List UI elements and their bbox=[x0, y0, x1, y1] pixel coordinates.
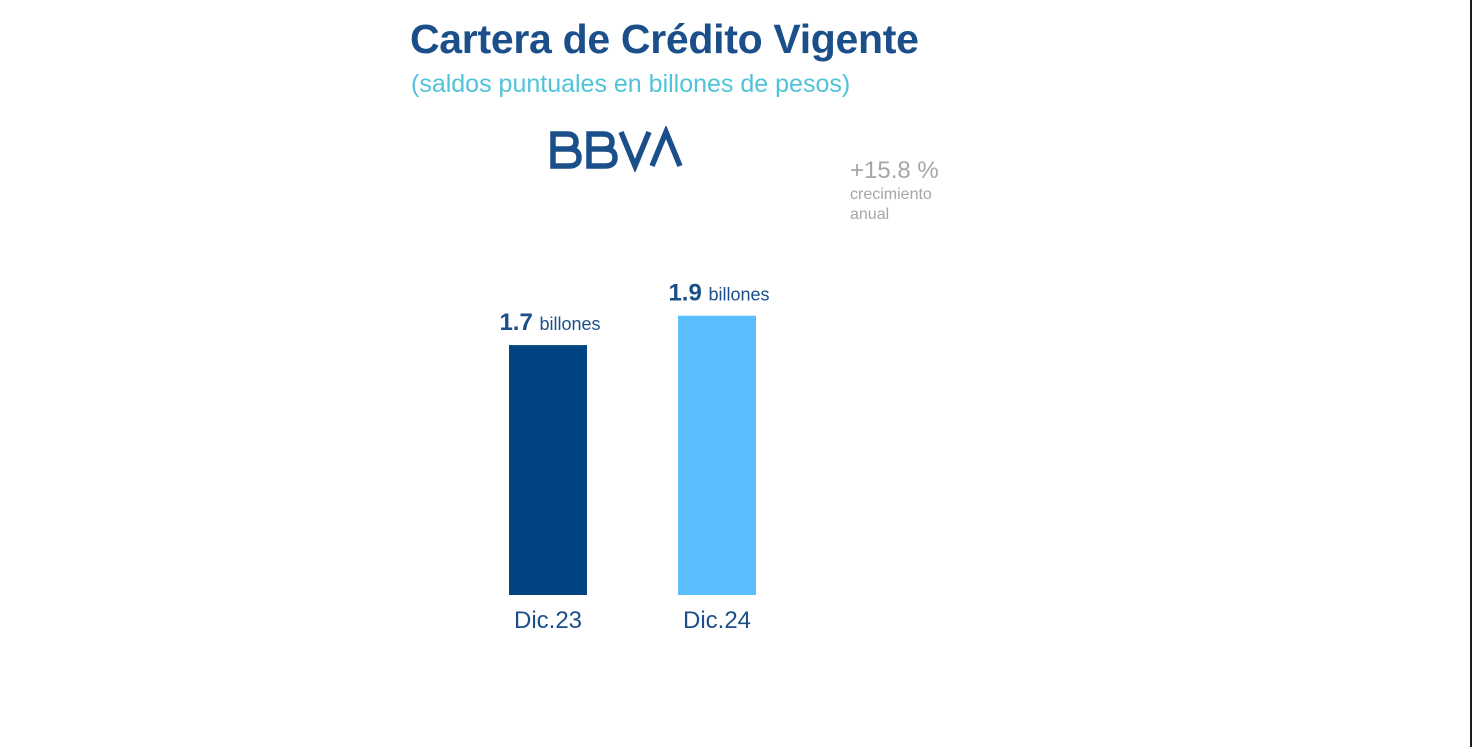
bar-dic-23 bbox=[509, 345, 587, 595]
data-label-dic-23: 1.7 billones bbox=[499, 309, 600, 336]
growth-label-line2: anual bbox=[850, 206, 890, 223]
labels-layer: 1.7 billones Dic.23 1.9 billones Dic.24 bbox=[499, 280, 769, 634]
bbva-logo-graphic bbox=[550, 124, 683, 174]
x-tick-label-dic-24: Dic.24 bbox=[683, 607, 751, 634]
bbva-logo bbox=[549, 124, 689, 177]
chart-subtitle: (saldos puntuales en billones de pesos) bbox=[411, 70, 851, 98]
data-label-value: 1.9 bbox=[668, 280, 708, 307]
chart-title: Cartera de Crédito Vigente bbox=[410, 16, 919, 62]
growth-annotation: +15.8 % crecimiento anual bbox=[850, 157, 939, 225]
right-edge-line bbox=[1470, 0, 1472, 747]
growth-value: +15.8 % bbox=[850, 157, 939, 184]
bar-dic-24 bbox=[678, 315, 756, 595]
data-label-unit: billones bbox=[539, 314, 600, 334]
data-label-unit: billones bbox=[708, 285, 769, 305]
data-label-value: 1.7 bbox=[499, 309, 539, 336]
growth-label-line1: crecimiento bbox=[850, 186, 932, 203]
bars-layer bbox=[509, 315, 756, 595]
x-tick-label-dic-23: Dic.23 bbox=[514, 607, 582, 634]
data-label-dic-24: 1.9 billones bbox=[668, 280, 769, 307]
